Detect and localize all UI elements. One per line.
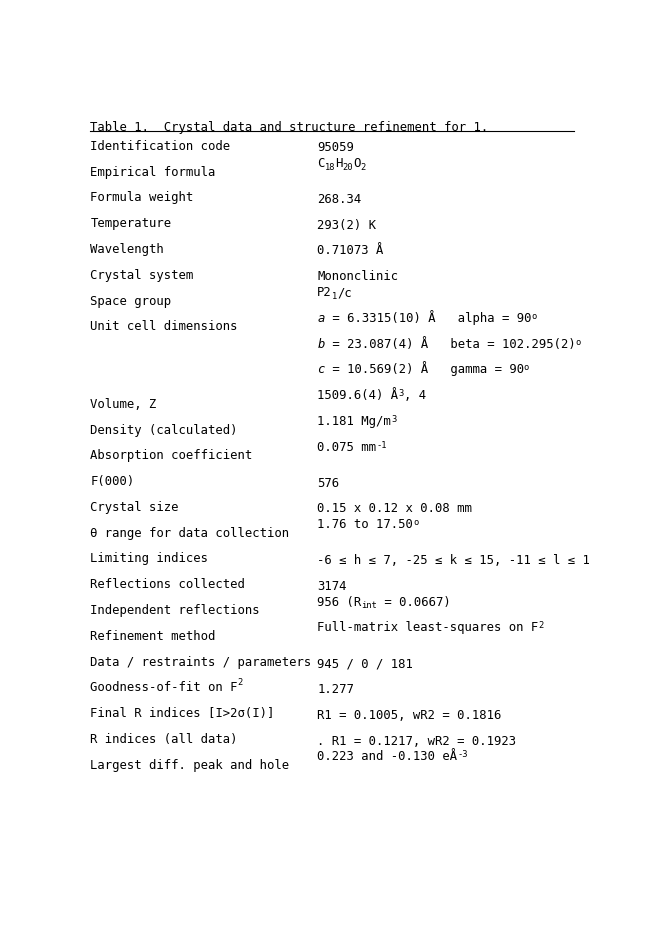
Text: -1: -1 [376, 441, 387, 449]
Text: 293(2) K: 293(2) K [318, 218, 376, 231]
Text: a: a [318, 311, 325, 325]
Text: Largest diff. peak and hole: Largest diff. peak and hole [90, 758, 290, 771]
Text: Volume, Z: Volume, Z [90, 397, 157, 410]
Text: R1 = 0.1005, wR2 = 0.1816: R1 = 0.1005, wR2 = 0.1816 [318, 708, 502, 721]
Text: P2: P2 [318, 286, 332, 299]
Text: Unit cell dimensions: Unit cell dimensions [90, 320, 238, 333]
Text: , 4: , 4 [404, 388, 426, 402]
Text: C: C [318, 157, 325, 169]
Text: 956 (R: 956 (R [318, 595, 362, 608]
Text: Final R indices [I>2σ(I)]: Final R indices [I>2σ(I)] [90, 706, 275, 720]
Text: -6 ≤ h ≤ 7, -25 ≤ k ≤ 15, -11 ≤ l ≤ 1: -6 ≤ h ≤ 7, -25 ≤ k ≤ 15, -11 ≤ l ≤ 1 [318, 553, 590, 566]
Text: 1: 1 [332, 291, 338, 300]
Text: -3: -3 [457, 749, 468, 759]
Text: Identification code: Identification code [90, 140, 231, 152]
Text: R indices (all data): R indices (all data) [90, 732, 238, 745]
Text: 1.76 to 17.50: 1.76 to 17.50 [318, 518, 413, 530]
Text: Formula weight: Formula weight [90, 191, 194, 204]
Text: Temperature: Temperature [90, 217, 172, 230]
Text: 0.075 mm: 0.075 mm [318, 441, 376, 453]
Text: 0.71073 Å: 0.71073 Å [318, 245, 384, 257]
Text: Absorption coefficient: Absorption coefficient [90, 448, 253, 462]
Text: 945 / 0 / 181: 945 / 0 / 181 [318, 657, 413, 669]
Text: o: o [524, 363, 529, 372]
Text: o: o [531, 311, 537, 321]
Text: 1.277: 1.277 [318, 683, 354, 695]
Text: Density (calculated): Density (calculated) [90, 423, 238, 436]
Text: Goodness-of-fit on F: Goodness-of-fit on F [90, 681, 238, 694]
Text: Empirical formula: Empirical formula [90, 166, 216, 178]
Text: = 0.0667): = 0.0667) [377, 595, 451, 608]
Text: 3174: 3174 [318, 579, 347, 592]
Text: 18: 18 [325, 163, 335, 171]
Text: . R1 = 0.1217, wR2 = 0.1923: . R1 = 0.1217, wR2 = 0.1923 [318, 734, 516, 746]
Text: Limiting indices: Limiting indices [90, 552, 208, 565]
Text: 0.223 and -0.130 eÅ: 0.223 and -0.130 eÅ [318, 749, 457, 763]
Text: H: H [335, 157, 343, 169]
Text: Reflections collected: Reflections collected [90, 578, 245, 590]
Text: o: o [575, 337, 581, 347]
Text: = 23.087(4) Å   beta = 102.295(2): = 23.087(4) Å beta = 102.295(2) [325, 337, 575, 350]
Text: 95059: 95059 [318, 141, 354, 154]
Text: 2: 2 [238, 678, 243, 686]
Text: Data / restraints / parameters: Data / restraints / parameters [90, 655, 312, 668]
Text: Full-matrix least-squares on F: Full-matrix least-squares on F [318, 621, 538, 634]
Text: Wavelength: Wavelength [90, 243, 164, 256]
Text: Table 1.  Crystal data and structure refinement for 1.: Table 1. Crystal data and structure refi… [90, 120, 489, 133]
Text: 1509.6(4) Å: 1509.6(4) Å [318, 388, 399, 402]
Text: /c: /c [338, 286, 352, 299]
Text: o: o [413, 518, 419, 526]
Text: 3: 3 [399, 388, 404, 398]
Text: 20: 20 [343, 163, 353, 171]
Text: Mononclinic: Mononclinic [318, 270, 399, 283]
Text: Space group: Space group [90, 294, 172, 307]
Text: Crystal system: Crystal system [90, 268, 194, 282]
Text: 1.181 Mg/m: 1.181 Mg/m [318, 415, 391, 427]
Text: 576: 576 [318, 476, 340, 489]
Text: 2: 2 [538, 621, 544, 629]
Text: Refinement method: Refinement method [90, 629, 216, 643]
Text: θ range for data collection: θ range for data collection [90, 526, 290, 539]
Text: b: b [318, 337, 325, 350]
Text: 2: 2 [360, 163, 365, 171]
Text: 3: 3 [391, 414, 397, 424]
Text: Independent reflections: Independent reflections [90, 604, 260, 617]
Text: O: O [353, 157, 360, 169]
Text: 268.34: 268.34 [318, 192, 362, 206]
Text: 0.15 x 0.12 x 0.08 mm: 0.15 x 0.12 x 0.08 mm [318, 502, 472, 515]
Text: int: int [362, 601, 377, 609]
Text: F(000): F(000) [90, 475, 135, 487]
Text: Crystal size: Crystal size [90, 501, 179, 513]
Text: = 6.3315(10) Å   alpha = 90: = 6.3315(10) Å alpha = 90 [325, 309, 531, 325]
Text: c: c [318, 363, 325, 376]
Text: = 10.569(2) Å   gamma = 90: = 10.569(2) Å gamma = 90 [325, 361, 524, 376]
